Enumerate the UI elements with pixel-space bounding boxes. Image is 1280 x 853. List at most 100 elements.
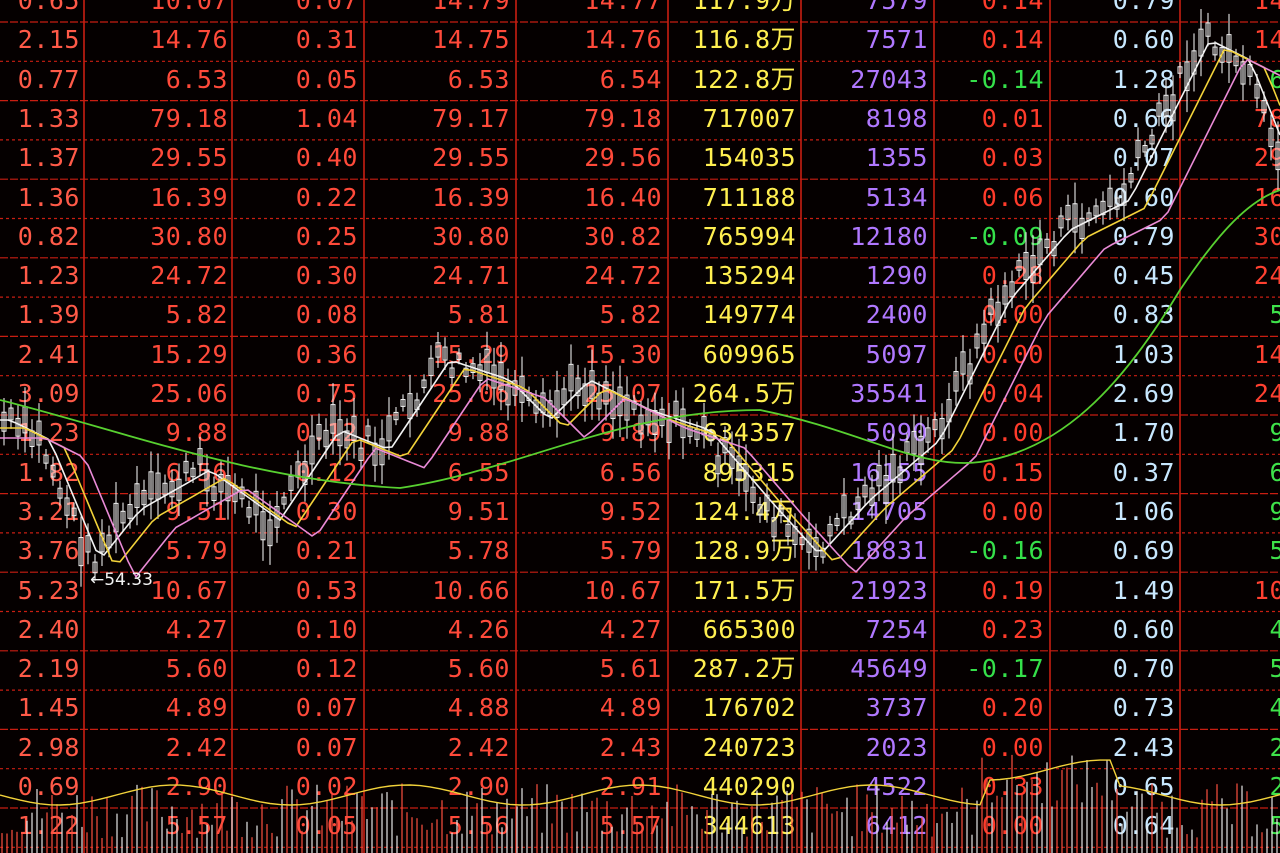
table-cell: 609965 — [702, 339, 796, 369]
table-cell: 0.22 — [295, 182, 358, 212]
table-cell: 0.31 — [295, 25, 358, 55]
table-cell: 135294 — [702, 261, 796, 291]
table-cell: 717007 — [702, 103, 796, 133]
table-cell: 0.07 — [295, 693, 358, 723]
table-cell: 634357 — [702, 418, 796, 448]
table-cell: 0.73 — [1112, 693, 1175, 723]
table-cell: 2.91 — [599, 772, 662, 801]
table-cell: 24 — [1253, 261, 1280, 291]
table-cell: 24.72 — [584, 261, 662, 291]
table-cell: 10 — [1253, 575, 1280, 605]
table-cell: 5.56 — [447, 811, 510, 841]
table-cell: 5.82 — [165, 300, 228, 330]
table-cell: 0.04 — [981, 379, 1044, 408]
table-cell: 171.5万 — [692, 575, 796, 605]
table-cell: 1.39 — [17, 300, 80, 330]
table-cell: 5.79 — [599, 536, 662, 566]
table-cell: 6 — [1269, 64, 1280, 94]
table-cell: 0.02 — [295, 772, 358, 801]
table-cell: 16.39 — [150, 182, 228, 212]
table-cell: 2.43 — [1112, 732, 1175, 762]
table-cell: 5.57 — [165, 811, 228, 841]
table-cell: 2.90 — [447, 772, 510, 801]
table-cell: 16 — [1253, 182, 1280, 212]
table-cell: 1.82 — [17, 457, 80, 487]
table-cell: 79.17 — [432, 103, 510, 133]
table-cell: 4.88 — [447, 693, 510, 723]
table-cell: 0.28 — [981, 261, 1044, 291]
table-cell: 6 — [1269, 457, 1280, 487]
table-cell: 9 — [1269, 496, 1280, 526]
table-cell: 14.79 — [432, 0, 510, 15]
table-cell: 29 — [1253, 143, 1280, 173]
table-cell: 14.76 — [584, 25, 662, 55]
table-cell: 0.60 — [1112, 614, 1175, 644]
table-cell: 2.15 — [17, 25, 80, 55]
table-cell: 1.45 — [17, 693, 80, 723]
table-cell: 0.03 — [981, 143, 1044, 173]
table-cell: 14.75 — [432, 25, 510, 55]
table-cell: 0.77 — [17, 64, 80, 94]
table-cell: 0.40 — [295, 143, 358, 173]
table-cell: 29.56 — [584, 143, 662, 173]
table-cell: 6.55 — [447, 457, 510, 487]
table-cell: 1.37 — [17, 143, 80, 173]
table-cell: 9.88 — [165, 418, 228, 448]
table-cell: 29.55 — [432, 143, 510, 173]
table-cell: 665300 — [702, 614, 796, 644]
table-cell: 10.66 — [432, 575, 510, 605]
table-cell: 0.00 — [981, 732, 1044, 762]
table-cell: 2.40 — [17, 614, 80, 644]
table-cell: 1.22 — [17, 811, 80, 841]
table-cell: 1.23 — [17, 418, 80, 448]
table-cell: 0.05 — [295, 64, 358, 94]
table-cell: 10.07 — [150, 0, 228, 15]
table-cell: 0.15 — [981, 457, 1044, 487]
table-cell: 14 — [1253, 25, 1280, 55]
table-cell: 6.56 — [165, 457, 228, 487]
table-cell: 25.07 — [584, 379, 662, 408]
table-cell: 5.57 — [599, 811, 662, 841]
table-cell: 0.05 — [295, 811, 358, 841]
table-cell: 0.00 — [981, 339, 1044, 369]
table-cell: 4.26 — [447, 614, 510, 644]
table-cell: 0.06 — [981, 182, 1044, 212]
table-cell: 30.80 — [150, 221, 228, 251]
table-cell: 4 — [1269, 693, 1280, 723]
table-cell: 9 — [1269, 418, 1280, 448]
table-cell: 14 — [1253, 339, 1280, 369]
table-cell: 0.12 — [295, 457, 358, 487]
table-cell: 2 — [1269, 732, 1280, 762]
table-cell: 0.53 — [295, 575, 358, 605]
table-cell: 0.07 — [295, 0, 358, 15]
table-cell: 2.41 — [17, 339, 80, 369]
table-cell: 6.54 — [599, 64, 662, 94]
table-cell: 29.55 — [150, 143, 228, 173]
table-cell: 5 — [1269, 654, 1280, 684]
table-cell: 0.21 — [295, 536, 358, 566]
table-cell: 0.30 — [295, 496, 358, 526]
table-cell: 0.14 — [981, 0, 1044, 15]
table-cell: 25.06 — [432, 379, 510, 408]
table-cell: 5.82 — [599, 300, 662, 330]
table-cell: 0.70 — [1112, 654, 1175, 684]
table-cell: 0.30 — [295, 261, 358, 291]
table-cell: -0.09 — [966, 221, 1044, 251]
low-price-marker: ←54.33 — [90, 570, 153, 590]
table-cell: 440290 — [702, 772, 796, 801]
table-cell: 30.80 — [432, 221, 510, 251]
table-cell: 0.69 — [17, 772, 80, 801]
table-cell: 16.40 — [584, 182, 662, 212]
table-cell: -0.17 — [966, 654, 1044, 684]
table-cell: 24.72 — [150, 261, 228, 291]
table-cell: 10.67 — [584, 575, 662, 605]
table-cell: 5.79 — [165, 536, 228, 566]
table-cell: 6.53 — [447, 64, 510, 94]
table-cell: 2 — [1269, 772, 1280, 801]
table-cell: 0.25 — [295, 221, 358, 251]
table-cell: 0.12 — [295, 418, 358, 448]
table-cell: 9.52 — [599, 496, 662, 526]
table-cell: 117.9万 — [692, 0, 796, 15]
table-cell: 0.65 — [17, 0, 80, 15]
